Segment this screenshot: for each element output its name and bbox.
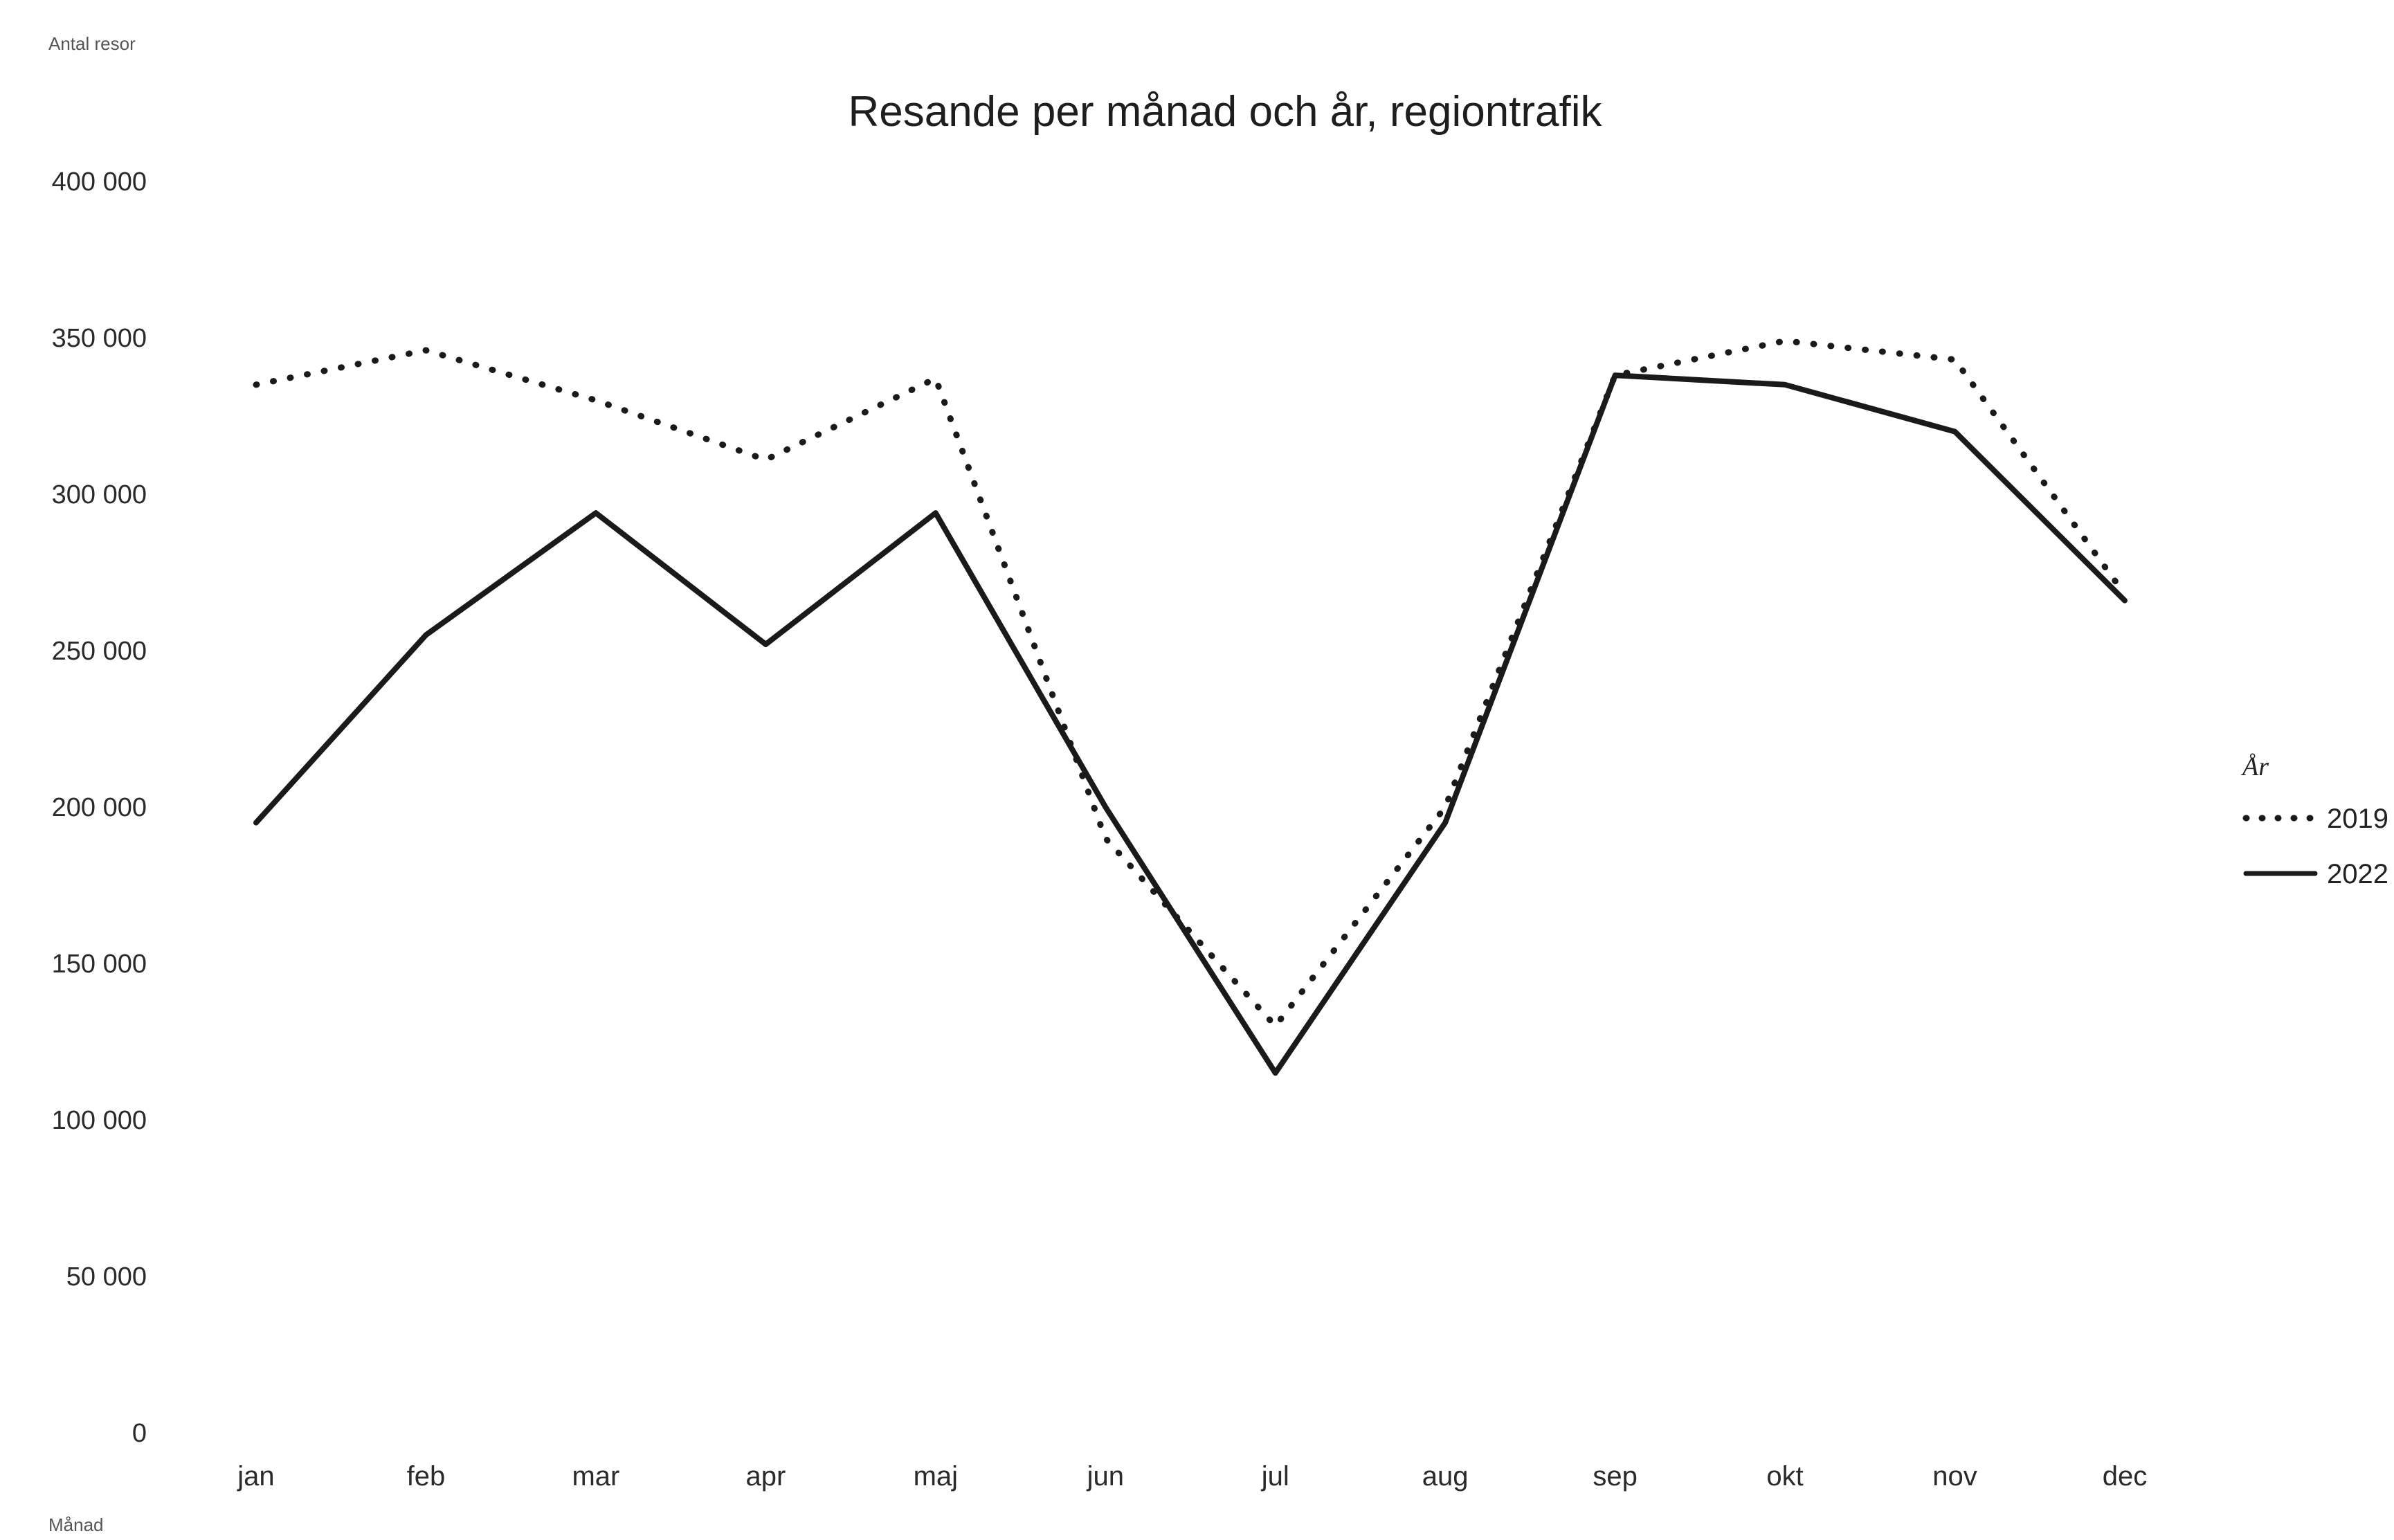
x-tick-label: dec (2103, 1461, 2148, 1492)
legend: År 2019 2022 (2240, 752, 2388, 889)
y-tick-labels: 0 50 000 100 000 150 000 200 000 250 000 300 0… (52, 167, 147, 1448)
chart-title: Resande per månad och år, regiontrafik (848, 88, 1602, 136)
x-tick-labels: jan feb mar apr maj jun jul aug sep okt nov dec (237, 1461, 2147, 1492)
legend-label-2019: 2019 (2327, 804, 2388, 834)
x-tick-label: maj (914, 1461, 958, 1492)
x-axis-label: Månad (48, 1514, 104, 1535)
series-line-2022 (253, 372, 2128, 1076)
y-tick-label: 0 (132, 1419, 147, 1448)
x-tick-label: okt (1766, 1461, 1803, 1492)
y-axis-label: Antal resor (48, 33, 136, 54)
y-tick-label: 250 000 (52, 637, 147, 666)
y-tick-label: 350 000 (52, 324, 147, 353)
x-tick-label: apr (745, 1461, 786, 1492)
y-tick-label: 50 000 (66, 1262, 147, 1292)
x-tick-label: jul (1261, 1461, 1289, 1492)
x-tick-label: aug (1422, 1461, 1469, 1492)
x-tick-label: mar (572, 1461, 619, 1492)
x-tick-label: feb (407, 1461, 446, 1492)
legend-label-2022: 2022 (2327, 859, 2388, 889)
legend-title: År (2240, 752, 2269, 781)
x-tick-label: jun (1087, 1461, 1124, 1492)
series-line-2019 (253, 338, 2128, 1029)
x-tick-label: sep (1593, 1461, 1638, 1492)
y-tick-label: 200 000 (52, 793, 147, 822)
series-lines (253, 338, 2128, 1076)
y-tick-label: 150 000 (52, 950, 147, 979)
y-tick-label: 100 000 (52, 1106, 147, 1135)
x-tick-label: jan (237, 1461, 274, 1492)
y-tick-label: 400 000 (52, 167, 147, 197)
y-tick-label: 300 000 (52, 480, 147, 509)
x-tick-label: nov (1932, 1461, 1977, 1492)
